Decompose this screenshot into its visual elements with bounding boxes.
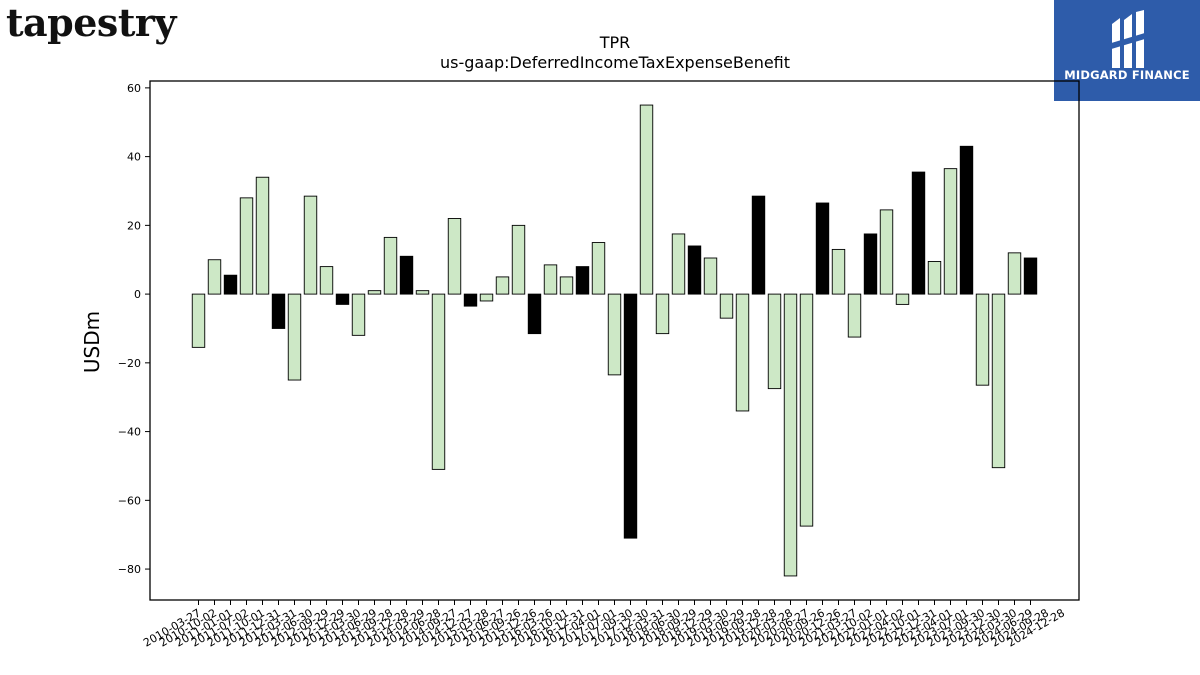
bar — [527, 293, 542, 335]
bar — [879, 209, 894, 295]
y-tick-label: 40 — [127, 151, 141, 164]
y-tick-label: 0 — [134, 288, 141, 301]
bar — [815, 202, 830, 295]
bar — [383, 236, 398, 295]
bar — [191, 293, 206, 348]
bar — [431, 293, 446, 470]
bar — [703, 257, 718, 295]
bar — [927, 261, 942, 295]
bar — [799, 293, 814, 527]
bar — [655, 293, 670, 335]
midgard-name: MIDGARD FINANCE — [1064, 68, 1190, 82]
bar — [687, 245, 702, 295]
bar — [783, 293, 798, 577]
midgard-mark-icon — [1108, 10, 1148, 68]
bar — [399, 255, 414, 295]
bar — [895, 293, 910, 305]
bar — [623, 293, 638, 539]
bar — [719, 293, 734, 319]
bar — [287, 293, 302, 381]
bar — [271, 293, 286, 329]
tapestry-logo: tapestry — [6, 0, 176, 45]
y-tick-label: −20 — [118, 357, 141, 370]
bar — [991, 293, 1006, 469]
bar — [959, 145, 974, 295]
bar — [447, 218, 462, 295]
bar — [639, 104, 654, 295]
bar — [335, 293, 350, 305]
bar — [303, 195, 318, 295]
bar — [1007, 252, 1022, 295]
bar — [511, 224, 526, 295]
y-tick-label: −80 — [118, 563, 141, 576]
bar — [831, 248, 846, 295]
bar — [575, 266, 590, 295]
bar — [319, 266, 334, 295]
bar — [751, 195, 766, 295]
bar — [847, 293, 862, 338]
bar — [543, 264, 558, 295]
bar — [607, 293, 622, 376]
y-tick-label: 60 — [127, 82, 141, 95]
bar — [239, 197, 254, 295]
bar — [911, 171, 926, 295]
y-tick-label: 20 — [127, 219, 141, 232]
bar — [975, 293, 990, 386]
y-axis-label: USDm — [80, 311, 104, 373]
y-tick-label: −60 — [118, 494, 141, 507]
bar — [943, 168, 958, 295]
bar — [767, 293, 782, 390]
bar — [255, 176, 270, 295]
chart-subtitle: us-gaap:DeferredIncomeTaxExpenseBenefit — [440, 53, 790, 72]
bar — [351, 293, 366, 336]
chart-title: TPR — [599, 33, 631, 52]
bar — [207, 259, 222, 295]
bar — [735, 293, 750, 412]
midgard-finance-logo: MIDGARD FINANCE — [1054, 0, 1200, 101]
bar — [591, 242, 606, 295]
bar — [671, 233, 686, 295]
bar — [223, 274, 238, 295]
plot-frame — [149, 80, 1080, 601]
bar — [495, 276, 510, 295]
bar — [1023, 257, 1038, 295]
bar — [863, 233, 878, 295]
bar — [415, 290, 430, 295]
bar — [463, 293, 478, 307]
bar — [559, 276, 574, 295]
y-tick-label: −40 — [118, 426, 141, 439]
bar — [479, 293, 494, 302]
bar — [367, 290, 382, 295]
plot-area: 6040200−20−40−60−802010-03-272010-10-022… — [118, 82, 1067, 650]
